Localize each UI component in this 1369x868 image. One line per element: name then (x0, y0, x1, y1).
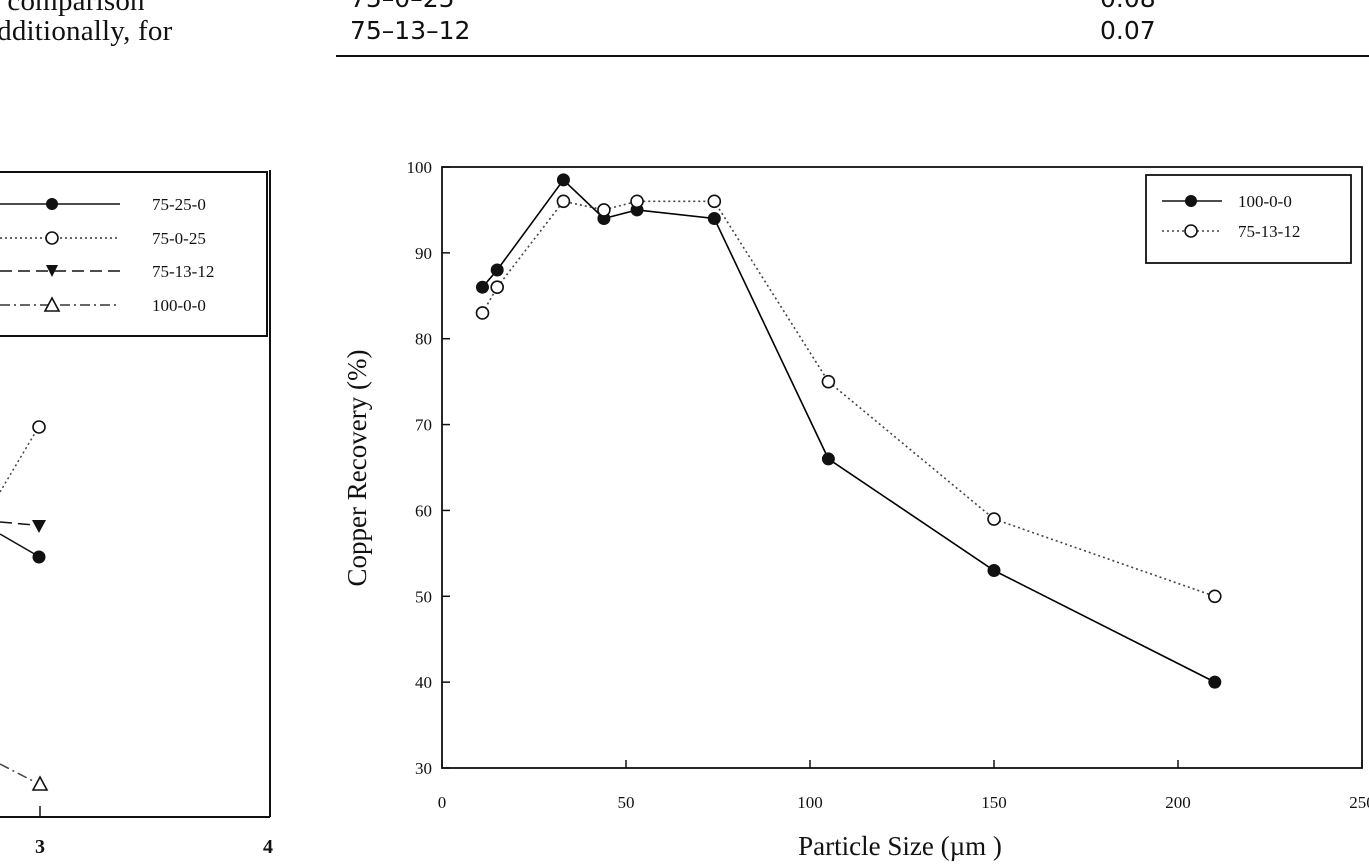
data-point-75-13-12 (630, 194, 644, 209)
open-circle-marker-icon (1184, 224, 1198, 238)
left-legend-item-75-13-12: 75-13-12 (0, 262, 214, 281)
table-row-value: 0.07 (1100, 16, 1156, 45)
series-layer (475, 173, 1222, 689)
legend-box (1145, 174, 1352, 264)
main-chart: 30 40 50 60 70 80 90 100 0 50 100 150 200 250 Partic… (342, 158, 1369, 861)
table-row-value: 0.08 (1100, 0, 1156, 13)
left-chart-x-tick-label: 3 (35, 836, 45, 858)
left-series-75-13-12-segment (0, 521, 35, 526)
x-tick-label: 150 (981, 793, 1007, 812)
x-tick-label: 200 (1165, 793, 1191, 812)
data-point-100-0-0 (490, 263, 504, 277)
y-axis-ticks: 30 40 50 60 70 80 90 100 (407, 158, 450, 778)
y-tick-label: 80 (415, 330, 432, 349)
main-legend: 100-0-0 75-13-12 (1145, 174, 1352, 264)
data-point-100-0-0 (556, 173, 570, 187)
left-legend-item-75-0-25: 75-0-25 (0, 229, 206, 248)
y-tick-label: 50 (415, 587, 432, 606)
data-point-75-13-12 (556, 194, 571, 209)
filled-circle-marker-icon (46, 198, 58, 210)
data-point-100-0-0 (707, 212, 721, 226)
left-chart-x-tick-label: 4 (263, 836, 273, 858)
left-series-75-0-25-segment (0, 427, 39, 493)
legend-label: 75-13-12 (1238, 222, 1300, 241)
series-line-100-0-0 (481, 178, 1216, 683)
left-series-75-25-0-point (32, 550, 46, 564)
x-axis-ticks: 0 50 100 150 200 250 (438, 760, 1369, 812)
data-point-75-13-12 (475, 306, 490, 320)
y-tick-label: 60 (415, 501, 432, 520)
left-series-75-0-25-point (32, 420, 46, 434)
x-tick-label: 0 (438, 793, 447, 812)
y-tick-label: 40 (415, 673, 432, 692)
data-point-75-13-12 (707, 194, 722, 209)
series-line-75-13-12 (481, 200, 1216, 598)
plot-frame (441, 166, 1363, 769)
legend-item-100-0-0: 100-0-0 (1162, 192, 1292, 211)
data-point-75-13-12 (490, 280, 505, 295)
open-circle-marker-icon (45, 231, 59, 245)
left-chart: 3 4 75-25-0 75-0-25 75-13-12 100-0-0 (0, 170, 273, 858)
data-point-100-0-0 (1208, 675, 1222, 689)
y-axis-title: Copper Recovery (%) (342, 350, 372, 587)
left-chart-legend-box (0, 171, 268, 337)
filled-circle-marker-icon (1185, 195, 1197, 207)
open-triangle-marker-icon (43, 296, 61, 312)
x-axis-title: Particle Size (µm ) (798, 831, 1002, 861)
data-point-75-13-12 (597, 203, 611, 217)
x-tick-label: 100 (797, 793, 823, 812)
left-legend-item-75-25-0: 75-25-0 (0, 195, 206, 214)
legend-label: 75-13-12 (152, 262, 214, 281)
data-point-100-0-0 (987, 564, 1001, 578)
legend-item-75-13-12: 75-13-12 (1162, 222, 1300, 241)
left-series-75-13-12-point (32, 520, 46, 533)
data-point-75-13-12 (987, 512, 1001, 526)
table-row-label: 75–0–25 (350, 0, 455, 13)
legend-label: 75-0-25 (152, 229, 206, 248)
legend-label: 100-0-0 (1238, 192, 1292, 211)
y-tick-label: 100 (407, 158, 433, 177)
data-point-75-13-12 (821, 374, 836, 389)
paragraph-line-1: es in comparison (0, 0, 145, 17)
table-bottom-rule (336, 55, 1369, 57)
left-series-100-0-0-segment (0, 763, 34, 782)
x-tick-label: 50 (618, 793, 635, 812)
x-tick-label: 250 (1349, 793, 1369, 812)
left-series-100-0-0-point (31, 775, 49, 791)
y-tick-label: 90 (415, 244, 432, 263)
data-point-75-13-12 (1208, 589, 1222, 604)
y-tick-label: 30 (415, 759, 432, 778)
left-legend-item-100-0-0: 100-0-0 (0, 296, 206, 315)
paragraph-line-2: Additionally, for (0, 15, 173, 47)
filled-triangle-down-marker-icon (46, 265, 58, 277)
y-tick-label: 70 (415, 416, 432, 435)
data-point-100-0-0 (821, 452, 835, 466)
legend-label: 100-0-0 (152, 296, 206, 315)
data-point-100-0-0 (475, 280, 489, 294)
left-series-75-25-0-segment (0, 533, 39, 557)
table-row-label: 75–13–12 (350, 16, 471, 45)
legend-label: 75-25-0 (152, 195, 206, 214)
